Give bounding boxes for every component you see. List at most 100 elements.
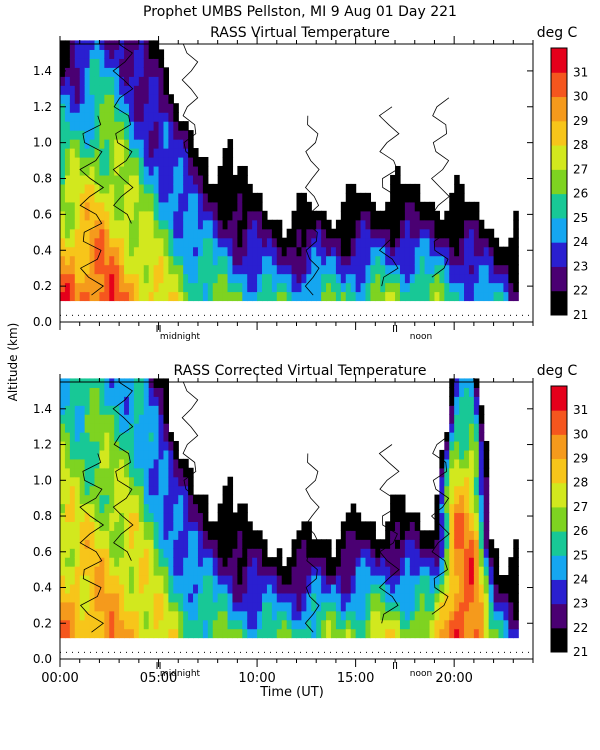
heatmap-cell: [350, 183, 357, 194]
heatmap-cell: [60, 130, 66, 140]
contour-line: [79, 453, 105, 633]
heatmap-cell: [296, 237, 303, 248]
heatmap-cell: [128, 378, 135, 388]
heatmap-cell: [454, 378, 460, 388]
heatmap-cell: [133, 103, 140, 113]
heatmap-cell: [424, 592, 431, 603]
heatmap-cell: [99, 539, 105, 549]
heatmap-cell: [212, 610, 219, 621]
heatmap-cell: [444, 264, 450, 275]
heatmap-cell: [207, 610, 214, 621]
heatmap-cell: [439, 246, 445, 257]
heatmap-cell: [119, 432, 125, 442]
heatmap-cell: [242, 174, 248, 185]
heatmap-cell: [217, 291, 224, 302]
heatmap-cell: [138, 405, 145, 415]
heatmap-cell: [133, 67, 140, 77]
heatmap-cell: [133, 112, 140, 122]
heatmap-cell: [459, 521, 465, 531]
heatmap-cell: [84, 85, 91, 95]
heatmap-cell: [286, 291, 293, 302]
heatmap-cell: [99, 530, 105, 540]
heatmap-cell: [119, 121, 125, 131]
heatmap-cell: [404, 619, 411, 630]
heatmap-cell: [64, 530, 71, 540]
heatmap-cell: [60, 237, 66, 248]
contour-line: [79, 115, 105, 296]
heatmap-cell: [508, 566, 514, 576]
heatmap-cell: [89, 246, 96, 257]
heatmap-cell: [345, 628, 352, 639]
heatmap-cell: [227, 139, 234, 149]
heatmap-cell: [360, 521, 367, 531]
heatmap-cell: [89, 378, 96, 388]
heatmap-cell: [281, 583, 288, 594]
heatmap-cell: [227, 485, 234, 496]
heatmap-cell: [227, 273, 234, 284]
heatmap-cell: [202, 228, 209, 239]
ground-level-dot: [180, 314, 181, 316]
heatmap-cell: [79, 467, 86, 478]
heatmap-cell: [163, 432, 169, 442]
heatmap-cell: [227, 628, 234, 639]
heatmap-cell: [84, 575, 91, 585]
heatmap-cell: [335, 282, 342, 293]
heatmap-cell: [483, 530, 490, 540]
heatmap-cell: [60, 183, 66, 194]
heatmap-cell: [380, 255, 386, 266]
heatmap-cell: [237, 264, 243, 275]
heatmap-cell: [74, 174, 81, 185]
heatmap-cell: [109, 130, 115, 140]
heatmap-cell: [114, 192, 120, 203]
heatmap-cell: [69, 139, 76, 149]
heatmap-cell: [89, 485, 96, 496]
heatmap-cell: [262, 273, 268, 284]
heatmap-cell: [508, 592, 514, 603]
heatmap-cell: [99, 156, 105, 167]
heatmap-cell: [178, 548, 184, 558]
heatmap-cell: [163, 476, 169, 487]
heatmap-cell: [242, 566, 248, 576]
heatmap-cell: [74, 557, 81, 567]
heatmap-cell: [79, 291, 86, 302]
ground-level-dot: [408, 314, 409, 316]
heatmap-cell: [183, 566, 189, 576]
heatmap-cell: [94, 85, 101, 95]
heatmap-cell: [360, 583, 367, 594]
heatmap-cell: [429, 548, 436, 558]
heatmap-cell: [104, 557, 110, 567]
heatmap-cell: [306, 255, 312, 266]
heatmap-cell: [60, 40, 66, 50]
heatmap-cell: [153, 156, 160, 167]
heatmap-cell: [434, 521, 440, 531]
ground-level-dot: [378, 651, 379, 653]
heatmap-cell: [247, 530, 253, 540]
heatmap-cell: [114, 583, 120, 594]
heatmap-cell: [163, 414, 169, 424]
heatmap-cell: [395, 291, 401, 302]
heatmap-cell: [124, 548, 130, 558]
heatmap-cell: [114, 432, 120, 442]
heatmap-cell: [89, 458, 96, 469]
heatmap-cell: [473, 601, 480, 612]
heatmap-cell: [99, 583, 105, 594]
heatmap-cell: [188, 592, 194, 603]
heatmap-cell: [99, 485, 105, 496]
heatmap-cell: [163, 610, 169, 621]
heatmap-cell: [124, 156, 130, 167]
heatmap-cell: [158, 414, 165, 424]
heatmap-cell: [148, 432, 155, 442]
heatmap-cell: [335, 592, 342, 603]
heatmap-cell: [232, 219, 238, 230]
heatmap-cell: [133, 282, 140, 293]
heatmap-cell: [79, 449, 86, 460]
heatmap-cell: [483, 476, 490, 487]
heatmap-cell: [138, 112, 145, 122]
heatmap-cell: [444, 521, 450, 531]
heatmap-cell: [513, 219, 519, 230]
heatmap-cell: [390, 619, 396, 630]
heatmap-cell: [350, 548, 357, 558]
heatmap-cell: [286, 592, 293, 603]
heatmap-cell: [138, 103, 145, 113]
heatmap-cell: [84, 94, 91, 104]
